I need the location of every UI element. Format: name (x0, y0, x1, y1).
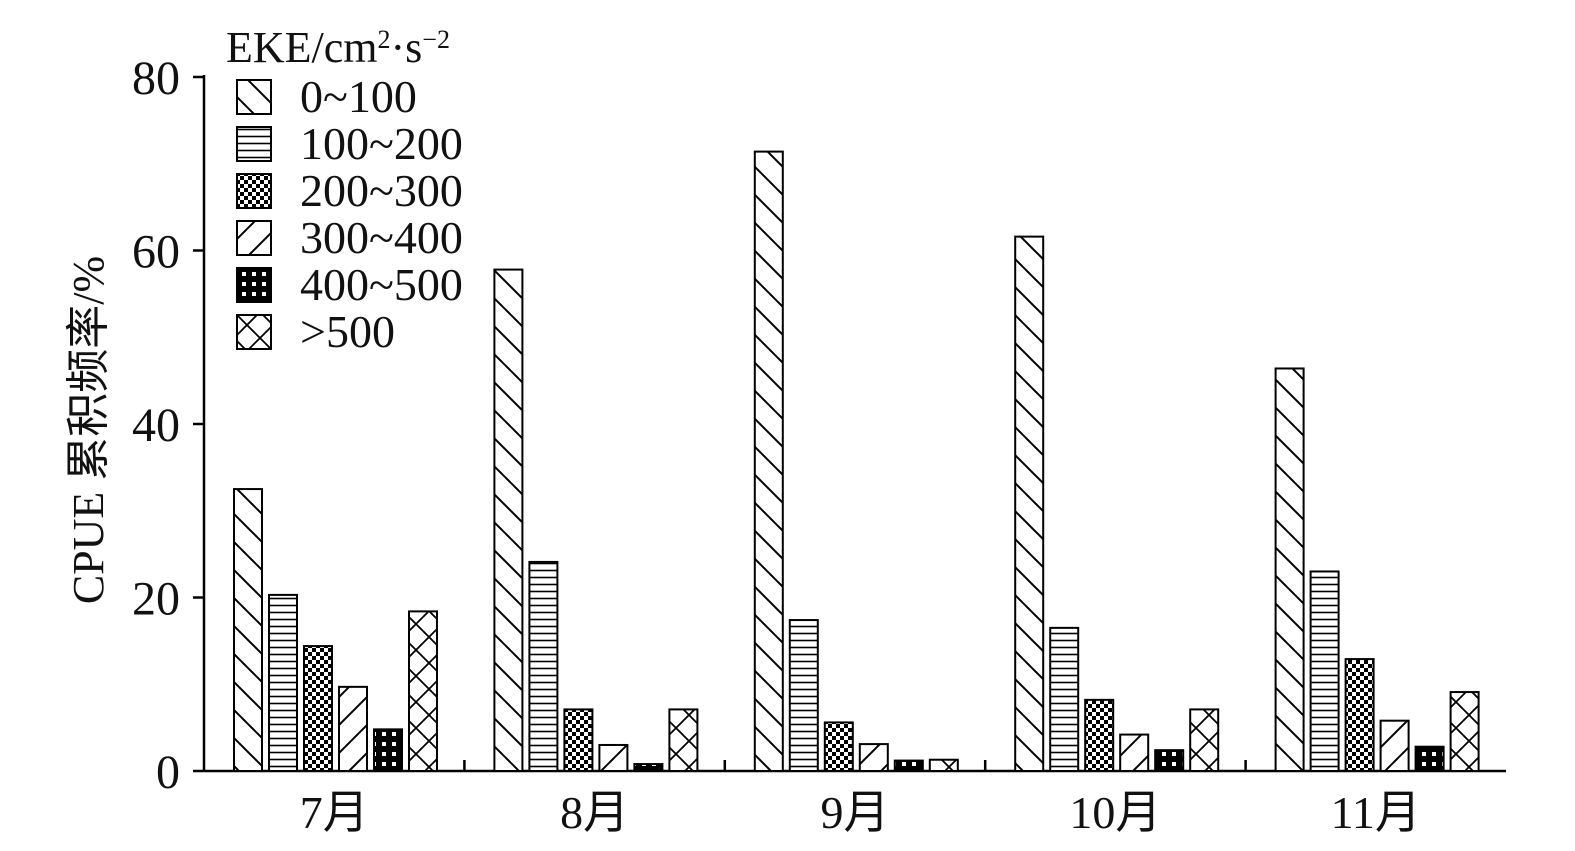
y-tick-label: 80 (132, 52, 180, 105)
x-tick-label: 10月 (1069, 787, 1161, 838)
bar (373, 728, 403, 772)
bar (338, 685, 368, 772)
legend-swatch (236, 79, 272, 115)
bar (788, 619, 819, 772)
legend-label: 200~300 (300, 165, 463, 216)
bar (493, 268, 524, 772)
x-tick-label: 9月 (821, 787, 890, 838)
bar (268, 593, 298, 773)
y-tick-label: 20 (132, 573, 180, 626)
legend-swatch (236, 173, 272, 209)
legend-swatch (236, 267, 272, 303)
legend-label: 300~400 (300, 212, 463, 263)
y-tick-label: 60 (132, 226, 180, 279)
bars (233, 150, 1480, 773)
x-tick-label: 7月 (300, 787, 369, 838)
bar (823, 721, 854, 772)
bar (633, 763, 664, 772)
legend-label: 100~200 (300, 118, 463, 169)
bar (1014, 235, 1045, 772)
y-tick-label: 0 (156, 746, 180, 799)
bar (1449, 691, 1480, 772)
bar (1344, 658, 1375, 773)
bar (753, 150, 784, 773)
bar (598, 743, 629, 772)
x-tick-label: 8月 (560, 787, 629, 838)
bar (303, 645, 333, 773)
bar (1189, 708, 1220, 772)
x-tick-label: 11月 (1331, 787, 1421, 838)
bar (1274, 367, 1305, 772)
legend-label: >500 (300, 306, 395, 357)
y-axis-label: CPUE 累积频率/% (64, 256, 113, 604)
bar (1309, 570, 1340, 772)
legend-swatch (236, 220, 272, 256)
bar (233, 488, 263, 772)
bar (1119, 733, 1150, 773)
legend: EKE/cm2·s−2 0~100100~200200~300300~40040… (226, 23, 463, 357)
legend-title: EKE/cm2·s−2 (226, 23, 450, 72)
legend-swatch (236, 314, 272, 350)
x-tick-labels: 7月 8月 9月 10月 11月 (300, 760, 1421, 838)
bar (1049, 626, 1080, 772)
legend-label: 400~500 (300, 259, 463, 310)
bar (1154, 749, 1185, 772)
legend-swatch (236, 126, 272, 162)
bar (893, 759, 924, 773)
bar (1084, 698, 1115, 772)
legend-label: 0~100 (300, 71, 417, 122)
bar (563, 708, 594, 772)
bar (528, 560, 559, 772)
bar (928, 758, 959, 772)
bar (408, 610, 438, 772)
y-ticks: 0 20 40 60 80 (132, 52, 204, 799)
y-tick-label: 40 (132, 399, 180, 452)
bar (668, 708, 699, 772)
bar (1379, 719, 1410, 772)
bar (1414, 745, 1445, 773)
bar (858, 743, 889, 772)
